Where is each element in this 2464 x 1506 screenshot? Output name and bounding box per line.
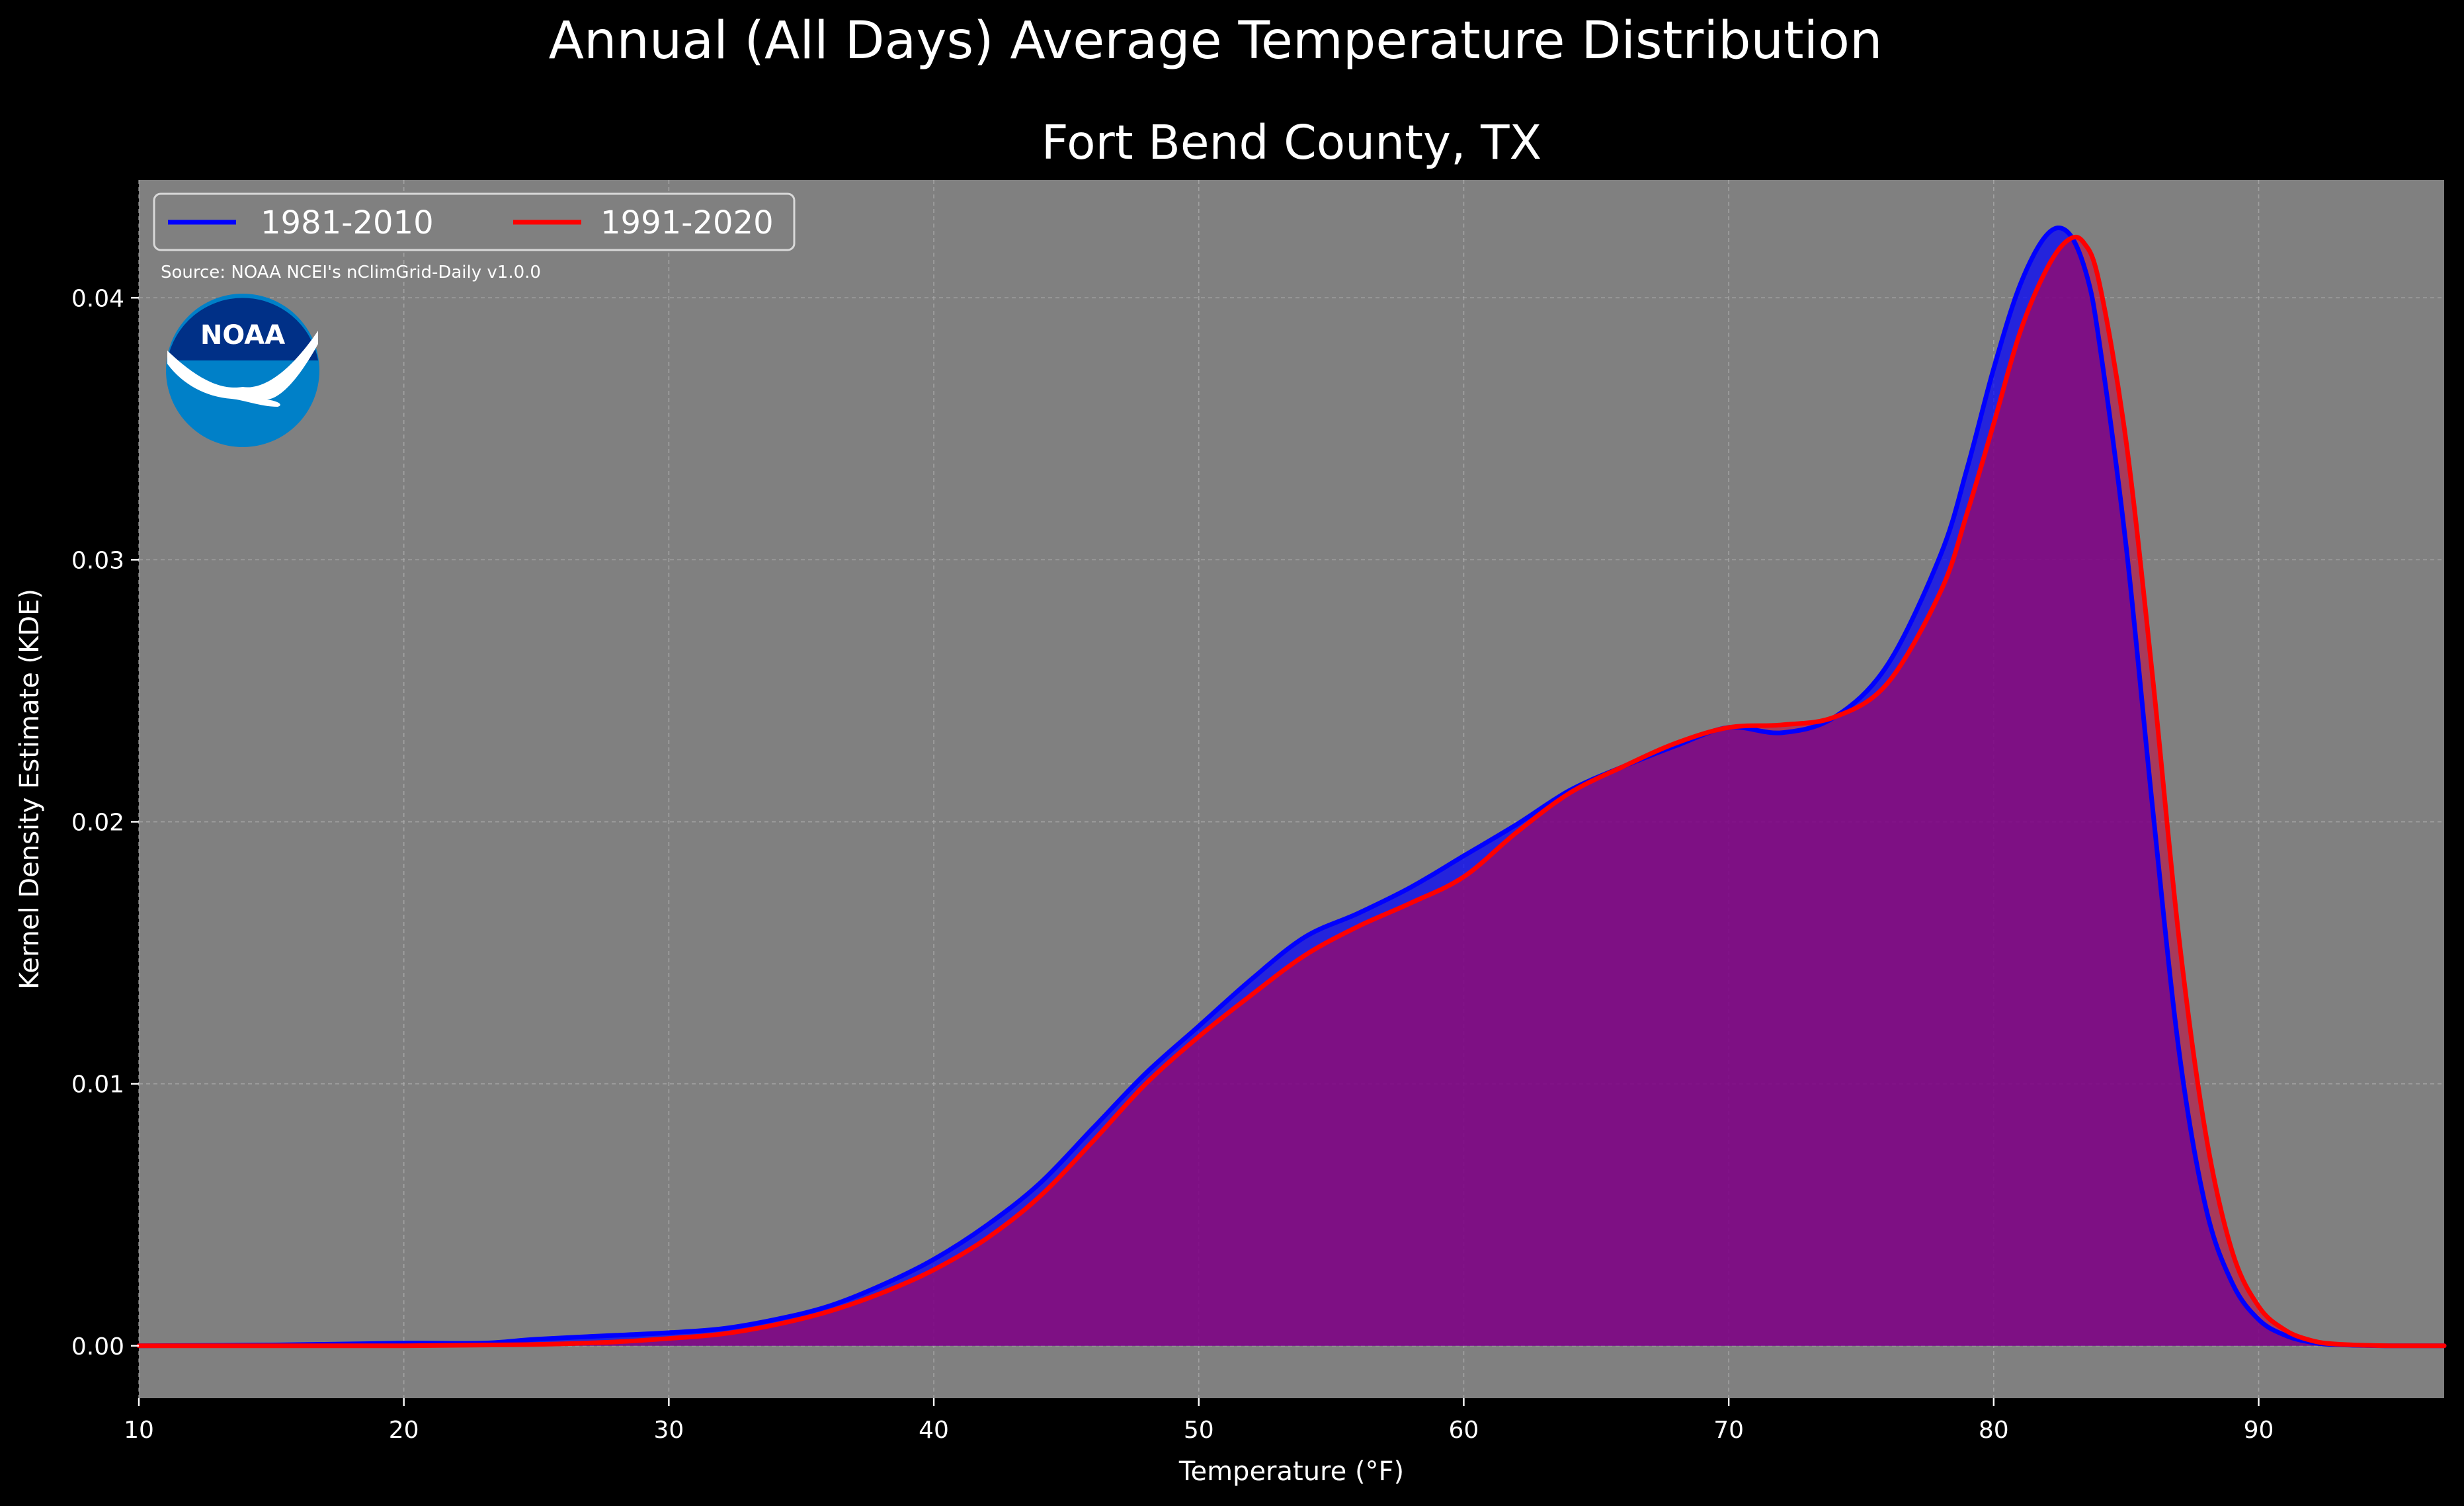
x-axis-label: Temperature (°F) [1178,1456,1404,1487]
area-1991-2020 [139,237,2444,1346]
x-tick-label: 60 [1449,1417,1479,1444]
y-tick-label: 0.04 [71,285,124,312]
chart-subtitle: Fort Bend County, TX [1042,115,1541,170]
y-axis-label: Kernel Density Estimate (KDE) [15,589,45,989]
x-tick-label: 80 [1979,1417,2009,1444]
x-tick-label: 50 [1184,1417,1214,1444]
legend: 1981-2010 1991-2020 [153,192,796,251]
source-note: Source: NOAA NCEI's nClimGrid-Daily v1.0… [161,263,541,282]
legend-label-1981-2010: 1981-2010 [261,204,434,241]
noaa-logo-bird [167,331,318,407]
noaa-logo-upper [167,298,318,360]
line-1991-2020 [136,234,2447,1349]
y-tick-label: 0.02 [71,810,124,837]
noaa-logo: NOAA [166,294,319,447]
x-tick-label: 10 [124,1417,154,1444]
legend-label-1991-2020: 1991-2020 [600,204,774,241]
x-tick-label: 20 [389,1417,419,1444]
line-1981-2010 [136,226,2447,1349]
chart-title: Annual (All Days) Average Temperature Di… [549,11,1883,71]
legend-box [153,192,796,251]
y-tick-label: 0.03 [71,547,124,574]
x-tick-label: 40 [919,1417,949,1444]
y-tick-label: 0.01 [71,1071,124,1099]
series-layer [136,226,2447,1349]
noaa-logo-text: NOAA [200,320,285,351]
x-tick-label: 90 [2244,1417,2274,1444]
x-tick-label: 30 [653,1417,684,1444]
axis-ticks: 10 20 30 40 50 60 70 80 90 0.00 0.01 0.02 0.03 0.04 [71,285,2274,1444]
y-tick-label: 0.00 [71,1333,124,1360]
x-tick-label: 70 [1713,1417,1744,1444]
